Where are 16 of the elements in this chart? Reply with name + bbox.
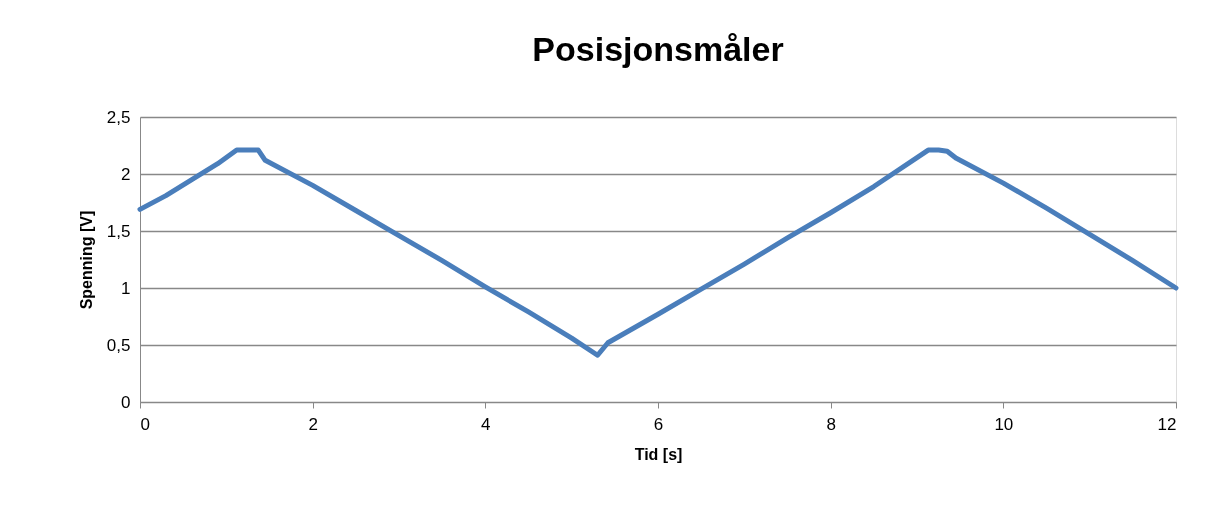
chart-title: Posisjonsmåler — [532, 30, 784, 68]
x-tick-label: 6 — [653, 414, 664, 434]
x-tick-label: 2 — [308, 414, 318, 434]
x-tick-label: 4 — [481, 414, 491, 434]
y-tick-label: 2,5 — [106, 107, 131, 127]
x-tick-label: 0 — [140, 414, 150, 434]
x-axis-title: Tid [s] — [634, 445, 683, 463]
y-tick-label: 0 — [121, 392, 131, 412]
y-tick-label: 2 — [121, 164, 131, 184]
y-axis-title: Spenning [V] — [77, 210, 95, 310]
x-tick-label: 12 — [1157, 414, 1177, 434]
x-tick-label: 8 — [826, 414, 836, 434]
x-tick-label: 10 — [994, 414, 1014, 434]
y-tick-label: 0,5 — [106, 335, 131, 355]
y-tick-label: 1,5 — [106, 221, 131, 241]
y-tick-label: 1 — [121, 278, 131, 298]
